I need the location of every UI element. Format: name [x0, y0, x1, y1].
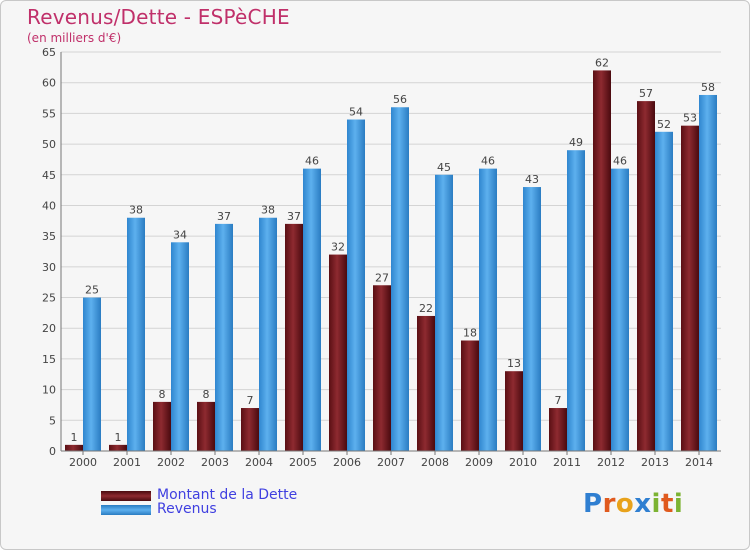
bar-revenus-2009	[479, 168, 497, 451]
bar-dette-2008	[417, 315, 435, 451]
legend-label-revenus: Revenus	[157, 501, 217, 517]
bar-revenus-2006	[347, 119, 365, 452]
data-label-dette: 53	[683, 112, 697, 125]
proxiti-logo: Proxiti	[583, 489, 684, 519]
data-label-revenus: 45	[437, 161, 451, 174]
data-label-revenus: 56	[393, 93, 407, 106]
data-label-revenus: 54	[349, 106, 363, 119]
y-tick-label: 50	[42, 138, 56, 151]
x-tick-label: 2006	[333, 456, 361, 469]
bar-dette-2013	[637, 101, 655, 451]
data-label-revenus: 49	[569, 136, 583, 149]
data-label-revenus: 38	[261, 204, 275, 217]
y-tick-label: 15	[42, 353, 56, 366]
x-tick-label: 2004	[245, 456, 273, 469]
data-label-revenus: 46	[305, 155, 319, 168]
bar-revenus-2004	[259, 217, 277, 451]
y-tick-label: 35	[42, 230, 56, 243]
bar-dette-2010	[505, 371, 523, 451]
bar-revenus-2008	[435, 174, 453, 451]
data-label-revenus: 43	[525, 173, 539, 186]
y-tick-label: 10	[42, 384, 56, 397]
x-tick-label: 2010	[509, 456, 537, 469]
data-label-dette: 62	[595, 56, 609, 69]
data-label-dette: 22	[419, 302, 433, 315]
data-label-dette: 7	[555, 394, 562, 407]
data-label-revenus: 34	[173, 228, 187, 241]
bar-dette-2014	[681, 125, 699, 452]
data-label-revenus: 37	[217, 210, 231, 223]
x-tick-label: 2014	[685, 456, 713, 469]
y-tick-label: 65	[42, 46, 56, 59]
x-tick-label: 2009	[465, 456, 493, 469]
bar-revenus-2000	[83, 297, 101, 451]
y-tick-label: 55	[42, 107, 56, 120]
x-tick-label: 2001	[113, 456, 141, 469]
y-tick-label: 60	[42, 77, 56, 90]
data-label-dette: 18	[463, 327, 477, 340]
data-label-dette: 8	[159, 388, 166, 401]
data-label-revenus: 38	[129, 204, 143, 217]
bar-dette-2000	[65, 444, 83, 451]
legend-label-dette: Montant de la Dette	[157, 487, 298, 503]
y-tick-label: 30	[42, 261, 56, 274]
bar-dette-2003	[197, 401, 215, 451]
bar-revenus-2011	[567, 150, 585, 451]
y-tick-label: 5	[49, 414, 56, 427]
bar-revenus-2005	[303, 168, 321, 451]
data-label-dette: 27	[375, 271, 389, 284]
bar-revenus-2012	[611, 168, 629, 451]
x-tick-label: 2007	[377, 456, 405, 469]
chart-subtitle: (en milliers d'€)	[27, 31, 122, 45]
y-tick-label: 25	[42, 292, 56, 305]
bar-revenus-2003	[215, 223, 233, 451]
data-label-revenus: 46	[481, 155, 495, 168]
bar-dette-2001	[109, 444, 127, 451]
x-tick-label: 2003	[201, 456, 229, 469]
bar-dette-2012	[593, 70, 611, 452]
x-tick-label: 2002	[157, 456, 185, 469]
x-tick-label: 2012	[597, 456, 625, 469]
data-label-dette: 13	[507, 357, 521, 370]
data-label-revenus: 52	[657, 118, 671, 131]
x-tick-label: 2005	[289, 456, 317, 469]
y-tick-label: 20	[42, 322, 56, 335]
bar-dette-2006	[329, 254, 347, 451]
bar-dette-2007	[373, 285, 391, 451]
legend-swatch-dette	[101, 491, 151, 501]
bar-dette-2005	[285, 223, 303, 451]
legend-swatch-revenus	[101, 505, 151, 515]
bar-revenus-2013	[655, 131, 673, 452]
data-label-dette: 7	[247, 394, 254, 407]
bar-revenus-2001	[127, 217, 145, 451]
bar-dette-2002	[153, 401, 171, 451]
x-tick-label: 2008	[421, 456, 449, 469]
chart-title: Revenus/Dette - ESPèCHE	[27, 5, 290, 29]
data-label-dette: 1	[115, 431, 122, 444]
data-label-dette: 37	[287, 210, 301, 223]
y-tick-label: 0	[49, 445, 56, 458]
data-label-revenus: 58	[701, 81, 715, 94]
x-tick-label: 2013	[641, 456, 669, 469]
y-tick-label: 40	[42, 199, 56, 212]
data-label-dette: 1	[71, 431, 78, 444]
y-tick-label: 45	[42, 169, 56, 182]
x-tick-label: 2011	[553, 456, 581, 469]
bar-revenus-2010	[523, 187, 541, 452]
bar-revenus-2002	[171, 242, 189, 451]
data-label-revenus: 46	[613, 155, 627, 168]
bar-revenus-2014	[699, 94, 717, 451]
bar-dette-2004	[241, 408, 259, 451]
data-label-dette: 8	[203, 388, 210, 401]
data-label-dette: 32	[331, 241, 345, 254]
bar-dette-2009	[461, 340, 479, 451]
data-label-dette: 57	[639, 87, 653, 100]
bar-revenus-2007	[391, 107, 409, 451]
bar-dette-2011	[549, 408, 567, 451]
data-label-revenus: 25	[85, 284, 99, 297]
x-tick-label: 2000	[69, 456, 97, 469]
